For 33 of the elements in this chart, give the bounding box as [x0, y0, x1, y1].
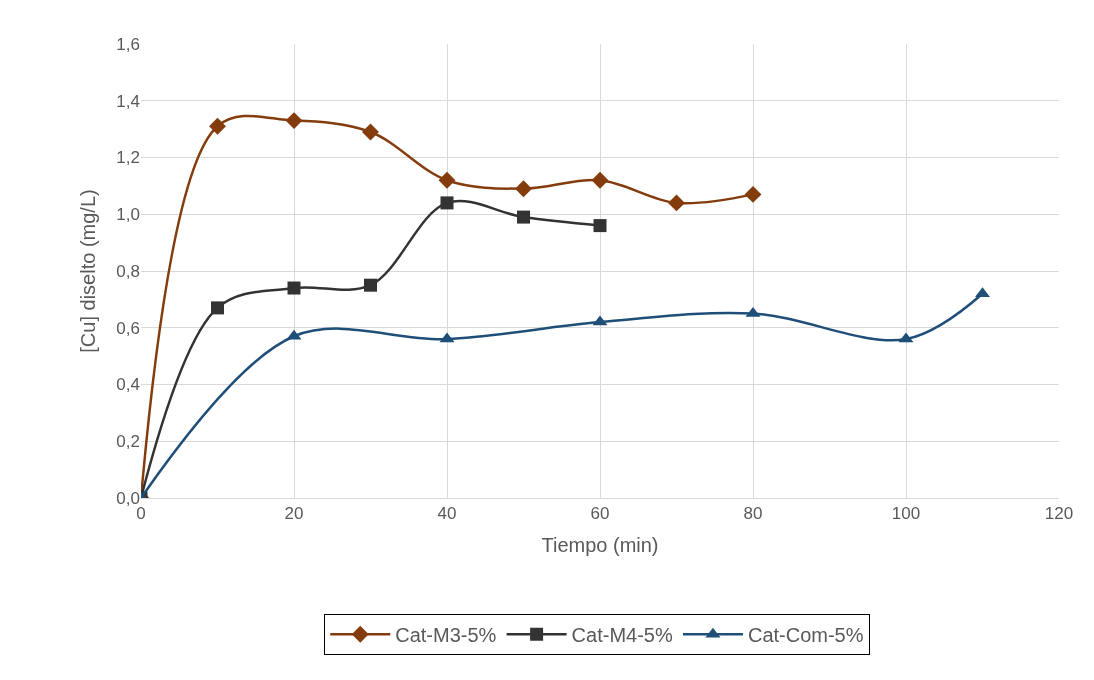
legend-label: Cat-M4-5% [571, 624, 673, 646]
point [211, 301, 224, 315]
legend-label: Cat-M3-5% [395, 624, 497, 646]
y-axis-title: [Cu] diselto (mg/L) [76, 189, 99, 353]
y-tick-label: 0,2 [116, 432, 140, 452]
point [668, 194, 685, 212]
y-tick-label: 1,0 [116, 205, 140, 225]
point [440, 196, 454, 210]
y-tick-label: 1,4 [116, 91, 140, 111]
point [591, 171, 609, 189]
y-tick-label: 1,6 [116, 34, 140, 54]
point [744, 185, 762, 203]
point [209, 117, 226, 135]
point [517, 210, 530, 224]
y-tick-label: 0,6 [116, 318, 140, 338]
x-tick-label: 40 [437, 504, 457, 524]
point [593, 219, 607, 233]
point [362, 123, 379, 141]
point [364, 278, 377, 292]
x-tick-label: 120 [1044, 504, 1074, 524]
x-tick-label: 60 [590, 504, 610, 524]
point [285, 112, 303, 130]
x-tick-label: 100 [891, 504, 921, 524]
y-tick-label: 1,2 [116, 148, 140, 168]
point [438, 171, 456, 189]
point [287, 281, 301, 295]
point [515, 180, 532, 198]
y-tick-label: 0,8 [116, 261, 140, 281]
x-tick-label: 80 [743, 504, 763, 524]
y-tick-label: 0,4 [116, 375, 140, 395]
legend-label: Cat-Com-5% [747, 624, 864, 646]
x-tick-label: 20 [284, 504, 304, 524]
x-axis-title: Tiempo (min) [541, 533, 659, 556]
